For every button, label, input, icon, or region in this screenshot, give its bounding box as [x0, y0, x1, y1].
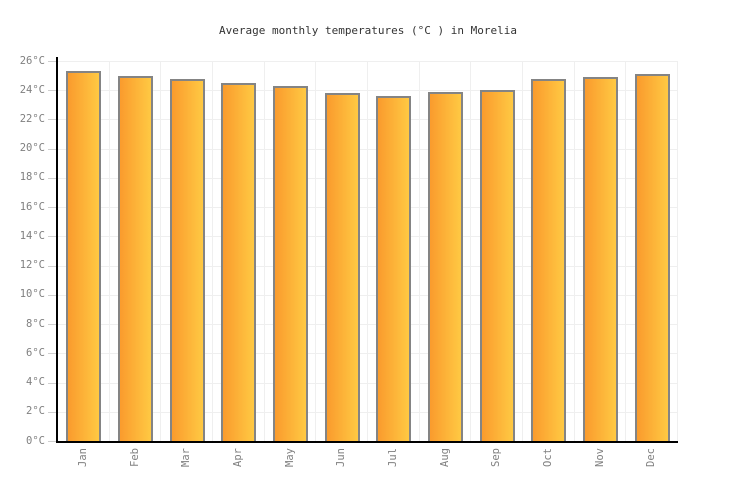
y-axis-tick — [48, 61, 56, 62]
gridline-horizontal — [58, 295, 678, 296]
y-axis-tick-label: 2°C — [26, 405, 45, 417]
gridline-horizontal — [58, 353, 678, 354]
y-axis-tick-label: 22°C — [19, 113, 45, 125]
y-axis-tick — [48, 266, 56, 267]
bar-jul — [376, 96, 411, 441]
gridline-horizontal — [58, 383, 678, 384]
y-axis-tick-label: 16°C — [19, 201, 45, 213]
gridline-vertical — [212, 61, 213, 441]
y-axis-tick — [48, 295, 56, 296]
x-axis-line — [56, 441, 678, 443]
y-axis-tick — [48, 412, 56, 413]
x-axis-label-sep: Sep — [490, 448, 502, 467]
gridline-horizontal — [58, 324, 678, 325]
y-axis-tick — [48, 119, 56, 120]
x-axis-label-may: May — [284, 448, 296, 467]
gridline-vertical — [677, 61, 678, 441]
bar-nov — [583, 77, 618, 441]
x-axis-label-dec: Dec — [645, 448, 657, 467]
gridline-horizontal — [58, 178, 678, 179]
y-axis-tick — [48, 207, 56, 208]
gridline-horizontal — [58, 119, 678, 120]
y-axis-tick — [48, 324, 56, 325]
bar-dec — [635, 74, 670, 441]
gridline-vertical — [160, 61, 161, 441]
gridline-vertical — [109, 61, 110, 441]
y-axis-tick — [48, 149, 56, 150]
y-axis-tick-label: 4°C — [26, 376, 45, 388]
gridline-vertical — [470, 61, 471, 441]
gridline-horizontal — [58, 266, 678, 267]
y-axis-tick-label: 12°C — [19, 259, 45, 271]
x-axis-label-nov: Nov — [594, 448, 606, 467]
bar-apr — [221, 83, 256, 441]
x-axis-label-mar: Mar — [180, 448, 192, 467]
x-axis-label-jun: Jun — [335, 448, 347, 467]
x-axis-label-oct: Oct — [542, 448, 554, 467]
bar-sep — [480, 90, 515, 441]
bar-oct — [531, 79, 566, 441]
y-axis-tick-label: 6°C — [26, 347, 45, 359]
bar-jun — [325, 93, 360, 441]
gridline-horizontal — [58, 412, 678, 413]
bar-aug — [428, 92, 463, 441]
y-axis-tick-label: 10°C — [19, 288, 45, 300]
gridline-horizontal — [58, 90, 678, 91]
y-axis-tick-label: 24°C — [19, 84, 45, 96]
bar-may — [273, 86, 308, 441]
gridline-vertical — [625, 61, 626, 441]
x-axis-label-jan: Jan — [77, 448, 89, 467]
gridline-vertical — [315, 61, 316, 441]
y-axis-tick-label: 26°C — [19, 55, 45, 67]
bar-jan — [66, 71, 101, 441]
y-axis-tick — [48, 441, 56, 442]
y-axis-tick-label: 0°C — [26, 435, 45, 447]
x-axis-label-aug: Aug — [439, 448, 451, 467]
y-axis-tick-label: 8°C — [26, 318, 45, 330]
x-axis-label-apr: Apr — [232, 448, 244, 467]
y-axis-tick-label: 20°C — [19, 142, 45, 154]
x-axis-label-feb: Feb — [129, 448, 141, 467]
gridline-vertical — [419, 61, 420, 441]
y-axis-tick — [48, 353, 56, 354]
gridline-horizontal — [58, 207, 678, 208]
gridline-vertical — [522, 61, 523, 441]
gridline-vertical — [367, 61, 368, 441]
y-axis-tick — [48, 383, 56, 384]
plot-area — [58, 61, 678, 441]
y-axis-line — [56, 57, 58, 442]
gridline-horizontal — [58, 149, 678, 150]
chart-title: Average monthly temperatures (°C ) in Mo… — [218, 24, 517, 37]
y-axis-tick — [48, 236, 56, 237]
gridline-horizontal — [58, 61, 678, 62]
bar-mar — [170, 79, 205, 441]
x-axis-label-jul: Jul — [387, 448, 399, 467]
y-axis-tick — [48, 90, 56, 91]
y-axis-tick-label: 18°C — [19, 171, 45, 183]
gridline-vertical — [574, 61, 575, 441]
y-axis-tick-label: 14°C — [19, 230, 45, 242]
gridline-vertical — [264, 61, 265, 441]
y-axis-tick — [48, 178, 56, 179]
bar-feb — [118, 76, 153, 441]
gridline-horizontal — [58, 236, 678, 237]
